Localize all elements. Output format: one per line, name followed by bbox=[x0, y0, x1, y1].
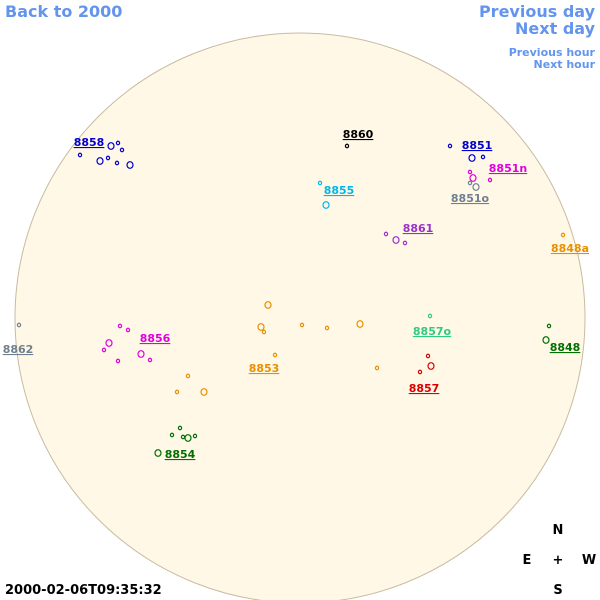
sunspot bbox=[480, 154, 486, 160]
next-hour-link[interactable]: Next hour bbox=[534, 58, 596, 71]
sunspot bbox=[344, 143, 350, 149]
sunspot bbox=[487, 177, 493, 183]
sunspot bbox=[468, 154, 476, 162]
region-label[interactable]: 8853 bbox=[249, 362, 280, 375]
sunspot bbox=[542, 336, 550, 344]
sunspot bbox=[147, 357, 153, 363]
sunspot bbox=[299, 322, 305, 328]
timestamp: 2000-02-06T09:35:32 bbox=[5, 583, 162, 598]
sunspot bbox=[317, 180, 323, 186]
compass-center: + bbox=[553, 553, 564, 568]
sunspot bbox=[117, 323, 123, 329]
region-label[interactable]: 8861 bbox=[403, 222, 434, 235]
region-label[interactable]: 8848a bbox=[551, 242, 589, 255]
sunspot bbox=[107, 142, 115, 150]
sunspot bbox=[469, 174, 477, 182]
region-label[interactable]: 8860 bbox=[343, 128, 374, 141]
sunspot bbox=[115, 358, 121, 364]
sunspot bbox=[185, 373, 191, 379]
region-label[interactable]: 8858 bbox=[74, 136, 105, 149]
sunspot bbox=[115, 140, 121, 146]
compass-s: S bbox=[553, 583, 562, 598]
sunspot bbox=[77, 152, 83, 158]
sunspot bbox=[257, 323, 265, 331]
sunspot bbox=[392, 236, 400, 244]
sunspot bbox=[447, 143, 453, 149]
sunspot bbox=[16, 322, 22, 328]
sunspot bbox=[322, 201, 330, 209]
sunspot bbox=[126, 161, 134, 169]
sunspot bbox=[119, 147, 125, 153]
sunspot bbox=[374, 365, 380, 371]
region-label[interactable]: 8851 bbox=[462, 139, 493, 152]
region-label[interactable]: 8855 bbox=[324, 184, 355, 197]
sunspot bbox=[192, 433, 198, 439]
previous-day-link[interactable]: Previous day bbox=[479, 2, 596, 21]
region-label[interactable]: 8857o bbox=[413, 325, 452, 338]
sunspot bbox=[402, 240, 408, 246]
region-label[interactable]: 8854 bbox=[165, 448, 196, 461]
sunspot bbox=[425, 353, 431, 359]
previous-hour-link[interactable]: Previous hour bbox=[509, 46, 596, 59]
compass-e: E bbox=[523, 553, 532, 568]
solar-disk bbox=[14, 32, 586, 600]
sunspot bbox=[125, 327, 131, 333]
region-label[interactable]: 8851o bbox=[451, 192, 490, 205]
region-label[interactable]: 8851n bbox=[489, 162, 527, 175]
sunspot bbox=[560, 232, 566, 238]
compass-n: N bbox=[553, 523, 564, 538]
sunspot bbox=[184, 434, 192, 442]
region-label[interactable]: 8857 bbox=[409, 382, 440, 395]
sunspot bbox=[177, 425, 183, 431]
sunspot bbox=[105, 339, 113, 347]
region-label[interactable]: 8856 bbox=[140, 332, 171, 345]
sunspot bbox=[200, 388, 208, 396]
sunspot bbox=[383, 231, 389, 237]
sunspot bbox=[427, 313, 433, 319]
sunspot bbox=[467, 180, 473, 186]
sunspot bbox=[427, 362, 435, 370]
sunspot bbox=[169, 432, 175, 438]
region-label[interactable]: 8862 bbox=[3, 343, 34, 356]
sunspot bbox=[417, 369, 423, 375]
sunspot bbox=[174, 389, 180, 395]
sunspot bbox=[356, 320, 364, 328]
sunspot bbox=[272, 352, 278, 358]
sunspot bbox=[324, 325, 330, 331]
back-link[interactable]: Back to 2000 bbox=[5, 2, 122, 21]
sunspot bbox=[105, 155, 111, 161]
sunspot bbox=[137, 350, 145, 358]
compass-w: W bbox=[582, 553, 596, 568]
sunspot bbox=[96, 157, 104, 165]
sunspot bbox=[101, 347, 107, 353]
sunspot bbox=[472, 183, 480, 191]
sunspot bbox=[154, 449, 162, 457]
sunspot bbox=[261, 329, 267, 335]
next-day-link[interactable]: Next day bbox=[515, 19, 596, 38]
sunspot bbox=[114, 160, 120, 166]
region-label[interactable]: 8848 bbox=[550, 341, 581, 354]
sunspot bbox=[467, 169, 473, 175]
sunspot bbox=[264, 301, 272, 309]
sunspot bbox=[546, 323, 552, 329]
